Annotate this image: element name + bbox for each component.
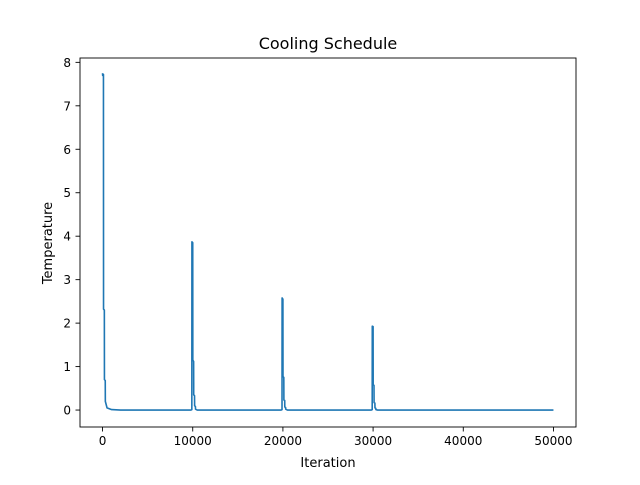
y-tick-label-8: 8: [63, 56, 71, 70]
y-tick-label-2: 2: [63, 317, 71, 331]
x-tick-label-1: 10000: [174, 434, 212, 448]
y-tick-label-0: 0: [63, 404, 71, 418]
x-tick-label-4: 40000: [444, 434, 482, 448]
plot-frame: [79, 57, 577, 428]
y-axis-label: Temperature: [41, 202, 56, 285]
x-axis-label: Iteration: [300, 456, 355, 471]
x-tick-label-3: 30000: [354, 434, 392, 448]
chart-title: Cooling Schedule: [259, 34, 398, 53]
y-tick-label-4: 4: [63, 230, 71, 244]
x-tick-label-0: 0: [99, 434, 107, 448]
x-tick-label-5: 50000: [534, 434, 572, 448]
y-tick-label-6: 6: [63, 143, 71, 157]
y-tick-label-1: 1: [63, 360, 71, 374]
y-tick-label-5: 5: [63, 186, 71, 200]
plot-area: 0 10000 20000 30000 40000 50000 0 1 2 3 4 5 6 7 8: [63, 56, 577, 448]
y-tick-label-3: 3: [63, 273, 71, 287]
x-tick-label-2: 20000: [264, 434, 302, 448]
y-tick-label-7: 7: [63, 99, 71, 113]
series-line-0: [101, 73, 554, 411]
